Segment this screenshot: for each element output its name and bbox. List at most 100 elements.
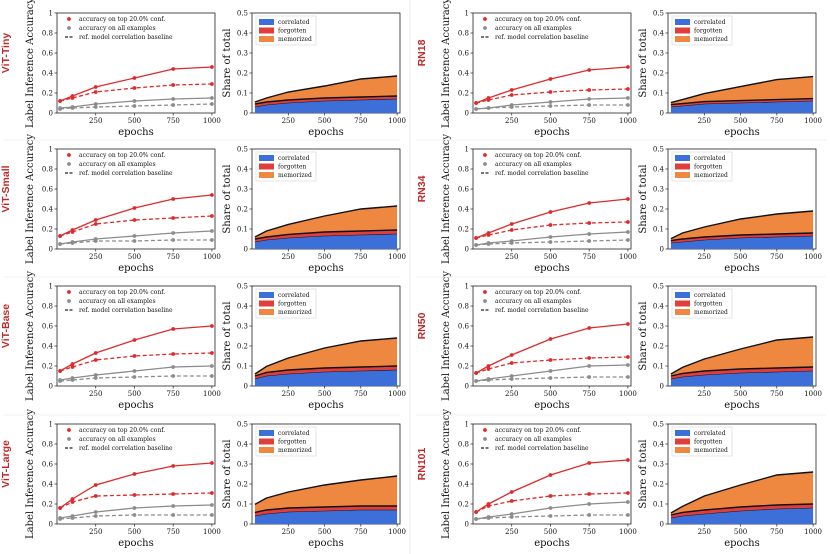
share-ytick-label: 0.1 [653, 500, 664, 508]
all-examples-dashed-point [132, 513, 137, 517]
legend-correlated-swatch [675, 155, 690, 161]
share-ylabel: Share of total [638, 28, 649, 97]
share-ytick-label: 0.4 [237, 302, 249, 310]
acc-ytick-label: 1 [49, 9, 53, 17]
acc-ytick-label: 0.4 [458, 205, 470, 213]
all-examples-line [59, 504, 212, 519]
memorized-edge [670, 336, 814, 375]
correlated-area [670, 371, 814, 386]
model-label: RN50 [416, 312, 428, 339]
all-examples-dashed-point [171, 513, 176, 517]
acc-ytick-label: 0.8 [42, 302, 53, 310]
acc-ytick-label: 0.2 [42, 225, 53, 233]
acc-ytick-label: 0.8 [458, 302, 469, 310]
panel-rn34: RN34 250 500 750 1000 0 0.2 0.4 0.6 0.8 1 epochs Lab… [416, 134, 822, 274]
share-ytick-label: 0.3 [653, 49, 664, 57]
top-conf-point [210, 324, 214, 328]
all-examples-point [548, 100, 553, 104]
legend-memorized-swatch [259, 309, 274, 315]
all-examples-dashed-point [93, 376, 98, 380]
share-ylabel: Share of total [222, 28, 233, 97]
share-ytick-label: 0 [660, 382, 664, 390]
all-examples-dashed-point [474, 517, 478, 521]
share-ytick-label: 0.5 [653, 282, 664, 290]
share-xlabel: epochs [724, 263, 760, 274]
share-xlabel: epochs [724, 127, 760, 138]
all-examples-dashed-point [626, 513, 630, 517]
top-conf-dashed-point [486, 233, 491, 237]
share-xtick-label: 750 [770, 528, 783, 536]
legend-top-label: accuracy on top 20.0% conf. [79, 427, 165, 434]
top-conf-dashed-line [475, 221, 628, 239]
share-xlabel: epochs [308, 538, 344, 549]
top-conf-dashed-point [486, 367, 491, 371]
all-examples-dashed-point [509, 515, 514, 519]
legend-memorized-label: memorized [278, 172, 312, 179]
acc-ytick-label: 0.6 [458, 49, 470, 57]
all-examples-dashed-point [93, 239, 98, 243]
top-conf-dashed-point [474, 101, 478, 105]
top-conf-point [509, 353, 514, 357]
acc-ytick-label: 0.6 [42, 460, 54, 468]
top-conf-dashed-point [58, 369, 62, 373]
all-examples-dashed-point [93, 105, 98, 109]
acc-ytick-label: 0.6 [458, 185, 470, 193]
acc-ytick-label: 0 [465, 382, 469, 390]
top-conf-dashed-point [58, 506, 62, 510]
top-conf-dashed-point [93, 358, 98, 362]
acc-ytick-label: 0.2 [458, 225, 469, 233]
share-ytick-label: 0.3 [653, 322, 664, 330]
acc-ytick-label: 0.4 [42, 69, 54, 77]
memorized-area [254, 76, 398, 104]
top-conf-dashed-point [132, 218, 137, 222]
legend-forgotten-swatch [675, 163, 690, 170]
acc-frame [56, 148, 216, 250]
model-label: RN18 [416, 39, 428, 66]
all-examples-dashed-point [486, 378, 491, 382]
legend-memorized-label: memorized [694, 172, 728, 179]
share-ytick-label: 0.1 [237, 225, 248, 233]
all-examples-point [548, 235, 553, 239]
acc-ytick-label: 1 [465, 420, 469, 428]
share-ytick-label: 0.3 [237, 460, 248, 468]
share-ytick-label: 0.4 [237, 440, 249, 448]
memorized-edge [254, 475, 398, 506]
forgotten-edge [254, 229, 398, 240]
all-examples-point [210, 503, 214, 507]
acc-ytick-label: 0.8 [42, 440, 53, 448]
all-examples-dashed-point [509, 105, 514, 109]
share-ytick-label: 0 [244, 520, 248, 528]
model-label: ViT-Small [0, 165, 12, 212]
legend-forgotten-swatch [259, 438, 274, 445]
legend-memorized-swatch [259, 172, 274, 178]
all-examples-dashed-point [171, 238, 176, 242]
acc-xlabel: epochs [118, 538, 154, 549]
acc-ylabel: Label Inference Accuracy [441, 409, 452, 539]
legend-top-label: accuracy on top 20.0% conf. [79, 289, 165, 296]
legend-correlated-label: correlated [278, 155, 310, 162]
acc-ytick-label: 0.4 [42, 480, 54, 488]
top-conf-dashed-point [626, 491, 630, 495]
acc-xtick-label: 750 [582, 117, 595, 125]
legend-all-marker [67, 437, 71, 441]
legend-correlated-swatch [259, 155, 274, 161]
top-conf-point [626, 322, 630, 326]
share-xtick-label: 1000 [804, 117, 822, 125]
legend-top-marker [483, 428, 487, 432]
legend-forgotten-label: forgotten [694, 439, 723, 446]
top-conf-dashed-point [587, 356, 592, 360]
top-conf-dashed-point [486, 98, 491, 102]
acc-xtick-label: 1000 [203, 390, 221, 398]
all-examples-dashed-point [486, 106, 491, 110]
top-conf-dashed-point [486, 504, 491, 508]
top-conf-dashed-point [548, 90, 553, 94]
top-conf-point [132, 472, 137, 476]
share-ytick-label: 0.5 [237, 420, 248, 428]
share-ytick-label: 0.5 [653, 9, 664, 17]
correlated-area [670, 236, 814, 249]
legend-forgotten-label: forgotten [694, 28, 723, 35]
top-conf-point [93, 218, 98, 222]
top-conf-point [210, 193, 214, 197]
all-examples-line [59, 230, 212, 245]
